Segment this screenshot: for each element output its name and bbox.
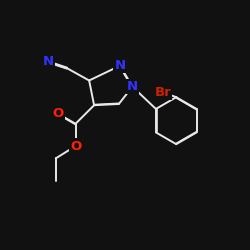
- Text: O: O: [70, 140, 81, 152]
- Text: N: N: [114, 59, 126, 72]
- Text: O: O: [52, 107, 64, 120]
- Text: N: N: [127, 80, 138, 93]
- Text: N: N: [43, 56, 54, 68]
- Text: Br: Br: [154, 86, 171, 99]
